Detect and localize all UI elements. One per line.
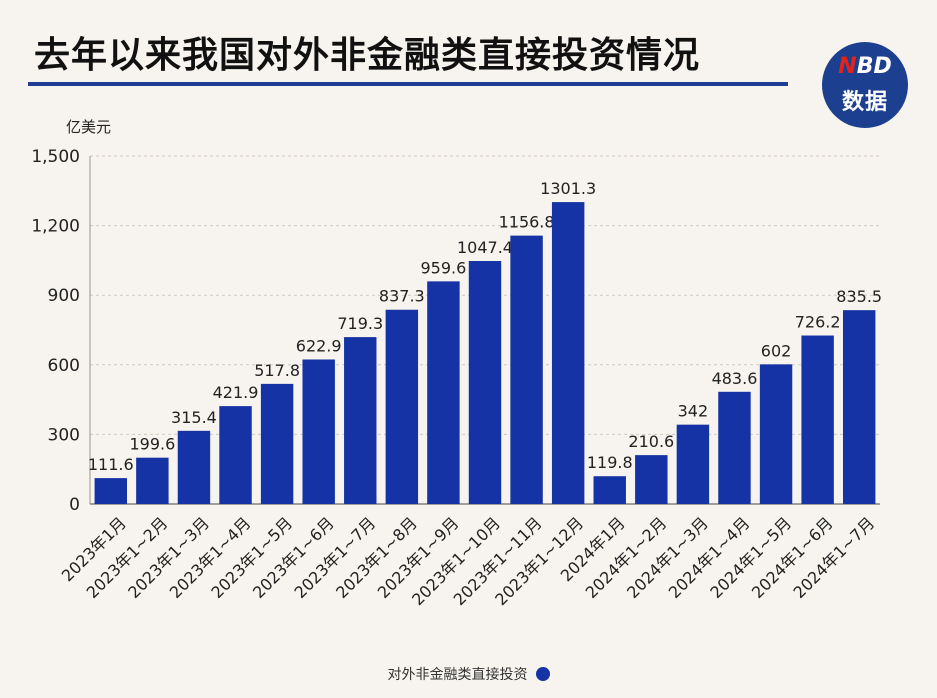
- data-label: 517.8: [254, 361, 300, 380]
- data-label: 483.6: [712, 369, 758, 388]
- bar: [801, 335, 834, 504]
- bar: [385, 309, 419, 504]
- data-label: 210.6: [628, 432, 674, 451]
- y-tick-label: 600: [48, 356, 80, 376]
- legend-swatch: [535, 667, 550, 681]
- data-label: 602: [761, 341, 792, 360]
- data-label: 837.3: [379, 287, 425, 306]
- nbd-logo: NBD 数据: [822, 42, 908, 128]
- data-label: 1156.8: [499, 213, 555, 232]
- y-tick-label: 0: [69, 495, 80, 515]
- title-underline: [28, 82, 788, 86]
- bar: [219, 406, 252, 504]
- bar: [94, 478, 128, 504]
- bar: [759, 364, 793, 504]
- bar: [302, 359, 335, 504]
- data-label: 1047.4: [457, 238, 513, 257]
- bar: [468, 261, 502, 504]
- data-label: 1301.3: [540, 179, 596, 198]
- y-tick-label: 900: [48, 286, 80, 306]
- bar: [510, 235, 543, 504]
- y-tick-label: 1,200: [31, 217, 80, 237]
- bar: [718, 391, 751, 504]
- bar: [260, 383, 294, 504]
- page-title: 去年以来我国对外非金融类直接投资情况: [34, 35, 701, 76]
- bar: [842, 310, 876, 504]
- data-label: 199.6: [129, 435, 175, 454]
- legend: 对外非金融类直接投资: [0, 664, 937, 684]
- bar: [344, 337, 377, 504]
- bar: [593, 476, 626, 504]
- data-label: 835.5: [836, 287, 882, 306]
- bar: [551, 202, 585, 505]
- bar: [427, 281, 460, 504]
- legend-label: 对外非金融类直接投资: [387, 667, 528, 683]
- data-label: 119.8: [587, 453, 633, 472]
- logo-wordmark: NBD: [838, 54, 892, 79]
- data-label: 342: [678, 402, 709, 421]
- y-tick-label: 300: [48, 425, 80, 445]
- y-axis-unit: 亿美元: [66, 118, 112, 136]
- data-label: 959.6: [421, 258, 467, 277]
- data-label: 622.9: [296, 336, 342, 355]
- data-label: 719.3: [337, 314, 383, 333]
- data-label: 421.9: [213, 383, 259, 402]
- logo-subtitle: 数据: [841, 90, 888, 115]
- bar: [676, 424, 710, 504]
- data-label: 726.2: [795, 313, 841, 332]
- y-tick-label: 1,500: [31, 147, 80, 167]
- data-label: 315.4: [171, 408, 217, 427]
- bar: [635, 455, 668, 504]
- data-label: 111.6: [88, 455, 134, 474]
- bar: [136, 457, 169, 504]
- bar: [177, 430, 211, 504]
